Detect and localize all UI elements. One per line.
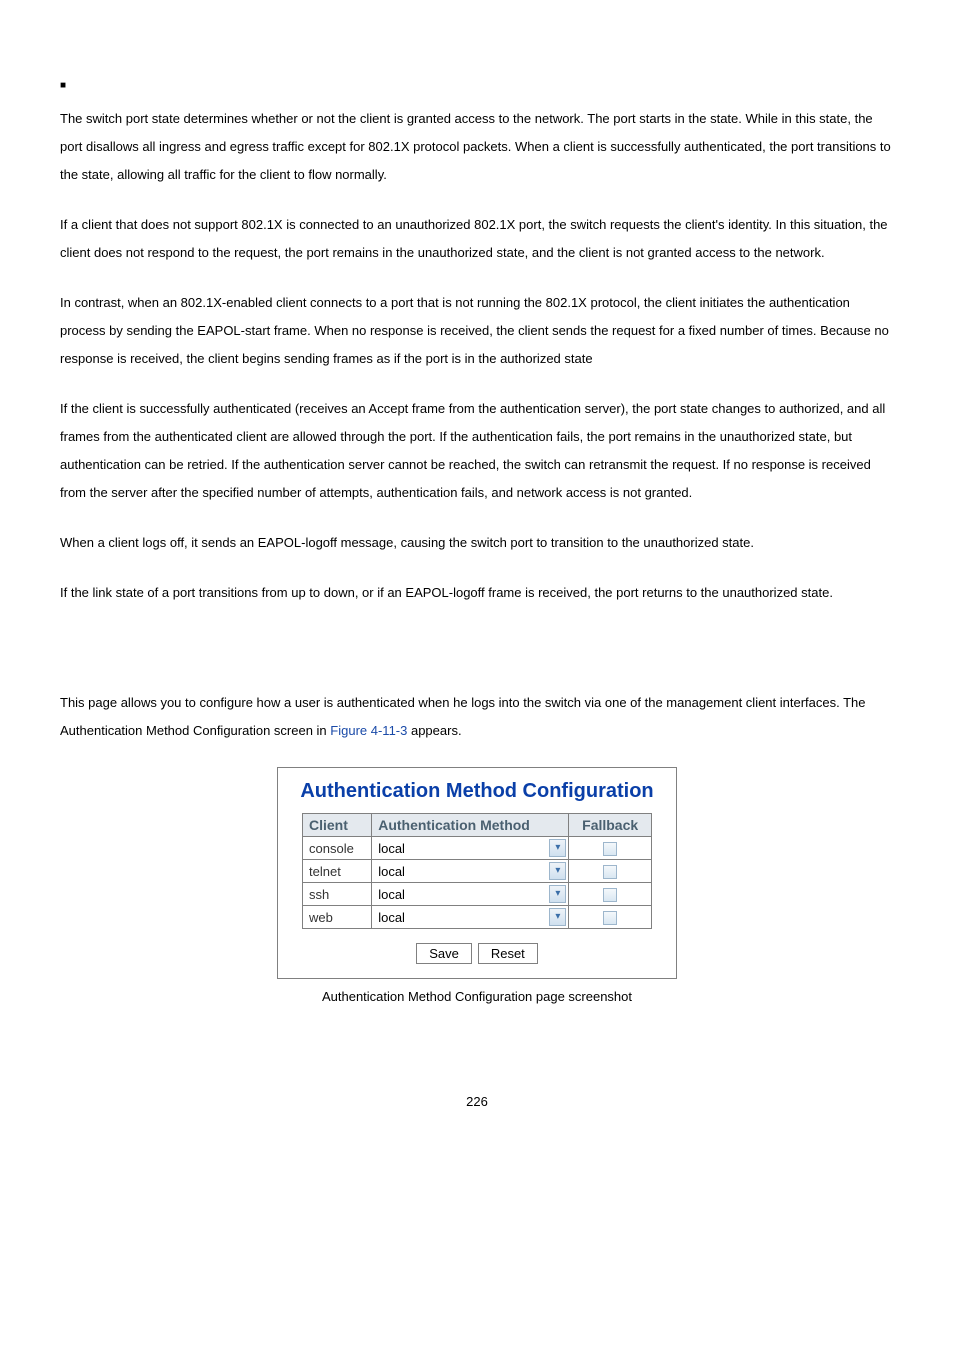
auth-method-value: local — [378, 887, 405, 902]
auth-method-select-web[interactable]: local ▾ — [374, 907, 566, 927]
figure-caption: Authentication Method Configuration page… — [60, 989, 894, 1004]
paragraph-7: This page allows you to configure how a … — [60, 689, 894, 745]
paragraph-7-post: appears. — [407, 723, 461, 738]
auth-method-select-ssh[interactable]: local ▾ — [374, 884, 566, 904]
client-cell: ssh — [303, 883, 372, 906]
client-cell: console — [303, 837, 372, 860]
chevron-down-icon: ▾ — [549, 908, 566, 926]
auth-method-select-telnet[interactable]: local ▾ — [374, 861, 566, 881]
bullet-marker: ■ — [60, 80, 894, 91]
auth-method-value: local — [378, 841, 405, 856]
paragraph-2: If a client that does not support 802.1X… — [60, 211, 894, 267]
col-header-client: Client — [303, 814, 372, 837]
col-header-method: Authentication Method — [372, 814, 569, 837]
fallback-checkbox-web[interactable] — [603, 911, 617, 925]
client-cell: web — [303, 906, 372, 929]
col-header-fallback: Fallback — [569, 814, 652, 837]
page-number: 226 — [60, 1094, 894, 1109]
paragraph-7-pre: This page allows you to configure how a … — [60, 695, 866, 738]
client-cell: telnet — [303, 860, 372, 883]
table-row: ssh local ▾ — [303, 883, 652, 906]
auth-config-panel: Authentication Method Configuration Clie… — [277, 767, 677, 979]
table-row: telnet local ▾ — [303, 860, 652, 883]
reset-button[interactable]: Reset — [478, 943, 538, 964]
chevron-down-icon: ▾ — [549, 839, 566, 857]
auth-method-value: local — [378, 864, 405, 879]
chevron-down-icon: ▾ — [549, 885, 566, 903]
paragraph-5: When a client logs off, it sends an EAPO… — [60, 529, 894, 557]
auth-config-title: Authentication Method Configuration — [288, 780, 666, 803]
fallback-checkbox-telnet[interactable] — [603, 865, 617, 879]
paragraph-3: In contrast, when an 802.1X-enabled clie… — [60, 289, 894, 373]
save-button[interactable]: Save — [416, 943, 472, 964]
table-row: web local ▾ — [303, 906, 652, 929]
fallback-checkbox-ssh[interactable] — [603, 888, 617, 902]
fallback-checkbox-console[interactable] — [603, 842, 617, 856]
paragraph-6: If the link state of a port transitions … — [60, 579, 894, 607]
chevron-down-icon: ▾ — [549, 862, 566, 880]
table-row: console local ▾ — [303, 837, 652, 860]
auth-config-table: Client Authentication Method Fallback co… — [302, 813, 652, 929]
paragraph-1: The switch port state determines whether… — [60, 105, 894, 189]
figure-reference-link[interactable]: Figure 4-11-3 — [330, 723, 407, 738]
auth-method-value: local — [378, 910, 405, 925]
auth-method-select-console[interactable]: local ▾ — [374, 838, 566, 858]
paragraph-4: If the client is successfully authentica… — [60, 395, 894, 507]
